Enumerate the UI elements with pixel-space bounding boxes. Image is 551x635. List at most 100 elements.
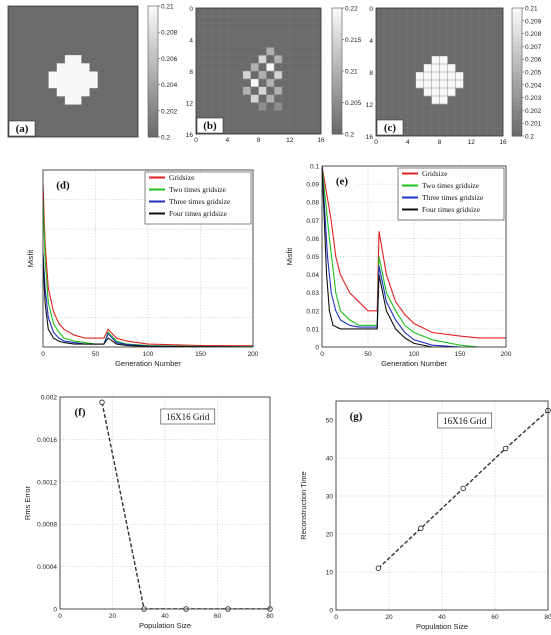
colorbar-segment [332, 63, 342, 68]
x-tick-label: 4 [406, 139, 410, 146]
x-tick-label: 20 [109, 613, 117, 620]
colorbar-segment [148, 89, 158, 94]
panel-label: (d) [56, 180, 70, 192]
heatmap-cell [73, 88, 81, 96]
y-tick-label: 0.01 [306, 326, 319, 333]
heatmap-cell [81, 80, 89, 88]
x-tick-label: 100 [143, 351, 154, 358]
colorbar-segment [148, 45, 158, 50]
colorbar-segment [148, 128, 158, 133]
colorbar-tick-label: 0.215 [345, 37, 362, 44]
heatmap-cell [65, 72, 73, 80]
heatmap-cell [432, 88, 440, 96]
x-tick-label: 100 [409, 351, 420, 358]
heatmap-cell [447, 80, 455, 88]
colorbar-segment [148, 50, 158, 55]
legend-label: Three times gridsize [169, 197, 231, 206]
legend-label: Two times gridsize [169, 185, 227, 194]
y-tick-label: 0.08 [306, 200, 319, 207]
y-tick-label: 0 [53, 607, 57, 614]
heatmap-cell [89, 72, 97, 80]
heatmap-cell [65, 96, 73, 104]
colorbar-segment [512, 8, 522, 13]
colorbar-segment [148, 15, 158, 20]
colorbar-segment [512, 115, 522, 120]
x-tick-label: 16 [499, 139, 507, 146]
heatmap-cell [57, 72, 65, 80]
colorbar-segment [148, 63, 158, 68]
heatmap-cell [447, 88, 455, 96]
heatmap-cell [274, 71, 282, 79]
heatmap-cell [73, 96, 81, 104]
colorbar-segment [512, 63, 522, 68]
colorbar-segment [148, 93, 158, 98]
colorbar-tick-label: 0.201 [525, 121, 542, 128]
heatmap-cell [81, 88, 89, 96]
y-tick-label: 0.03 [306, 290, 319, 297]
heatmap-cell [57, 88, 65, 96]
heatmap-cell [432, 72, 440, 80]
x-tick-label: 40 [161, 613, 169, 620]
y-tick-label: 0.04 [306, 272, 319, 279]
heatmap-cell [73, 80, 81, 88]
colorbar-segment [512, 17, 522, 22]
heatmap-cell [416, 72, 424, 80]
heatmap-cell [266, 63, 274, 71]
colorbar-tick-label: 0.202 [525, 108, 542, 115]
colorbar-segment [332, 100, 342, 105]
colorbar-segment [332, 88, 342, 93]
x-tick-label: 12 [286, 137, 294, 144]
colorbar-segment [332, 29, 342, 34]
y-tick-label: 0 [369, 6, 373, 13]
y-axis-label: Rms Error [23, 485, 32, 520]
colorbar-tick-label: 0.207 [525, 44, 542, 51]
colorbar-tick-label: 0.204 [525, 82, 542, 89]
y-tick-label: 0.09 [306, 182, 319, 189]
heatmap-cell [49, 80, 57, 88]
colorbar-segment [332, 121, 342, 126]
y-tick-label: 8 [189, 69, 193, 76]
y-tick-label: 8 [369, 70, 373, 77]
data-point-marker [461, 486, 466, 491]
panel-label: (f) [75, 407, 86, 419]
colorbar-segment [332, 25, 342, 30]
heatmap-cell [251, 79, 259, 87]
colorbar-tick-label: 0.22 [345, 6, 358, 13]
heatmap-cell [73, 72, 81, 80]
panel-label: (a) [16, 123, 29, 135]
x-tick-label: 0 [320, 351, 324, 358]
x-tick-label: 0 [334, 614, 338, 621]
y-tick-label: 0.0016 [37, 437, 57, 444]
heatmap-cell [266, 47, 274, 55]
legend-label: Four times gridsize [422, 205, 481, 214]
colorbar-segment [332, 16, 342, 21]
heatmap-cell [251, 63, 259, 71]
colorbar-segment [332, 42, 342, 47]
colorbar-segment [512, 102, 522, 107]
heatmap-cell [447, 72, 455, 80]
colorbar-segment [512, 59, 522, 64]
x-tick-label: 12 [468, 139, 476, 146]
colorbar-segment [148, 106, 158, 111]
heatmap-cell [89, 80, 97, 88]
heatmap-cell [447, 64, 455, 72]
annotation-label: 16X16 Grid [443, 416, 487, 426]
colorbar-tick-label: 0.2 [345, 132, 354, 139]
x-tick-label: 16 [317, 137, 325, 144]
heatmap-cell [243, 71, 251, 79]
x-tick-label: 4 [225, 137, 229, 144]
y-tick-label: 0 [329, 608, 333, 615]
colorbar-segment [332, 33, 342, 38]
y-tick-label: 40 [326, 456, 334, 463]
colorbar-segment [512, 42, 522, 47]
legend-label: Two times gridsize [422, 181, 480, 190]
colorbar-segment [512, 76, 522, 81]
colorbar-segment [148, 85, 158, 90]
colorbar-tick-label: 0.206 [525, 57, 542, 64]
heatmap-cell [424, 64, 432, 72]
colorbar-segment [148, 19, 158, 24]
colorbar-segment [148, 76, 158, 81]
legend-label: Four times gridsize [169, 209, 228, 218]
x-tick-label: 50 [364, 351, 372, 358]
